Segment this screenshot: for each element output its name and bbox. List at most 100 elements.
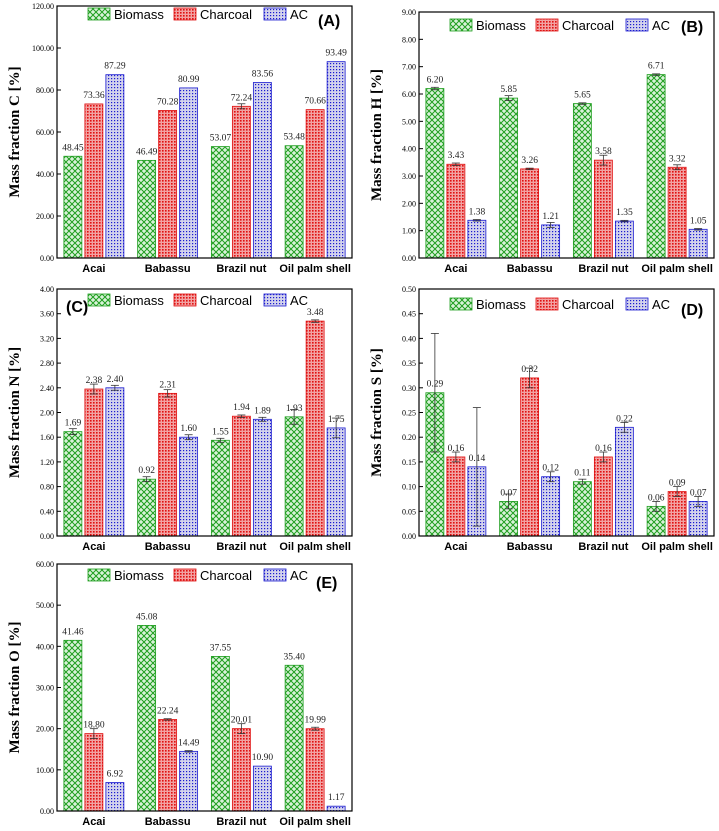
- bar-charcoal-babassu: [158, 110, 178, 259]
- data-label: 1.55: [212, 427, 229, 437]
- y-tick-label: 40.00: [36, 170, 54, 179]
- bar-biomass-brazil-nut: [572, 481, 592, 537]
- y-tick-label: 0.50: [402, 285, 416, 294]
- data-label: 0.09: [669, 479, 686, 489]
- y-tick-label: 3.00: [402, 172, 416, 181]
- legend-swatch-biomass: [449, 18, 473, 32]
- legend-swatch-biomass: [87, 293, 111, 307]
- x-category-label: Acai: [444, 263, 467, 275]
- legend-swatch-charcoal: [173, 568, 197, 582]
- y-tick-label: 1.60: [40, 433, 54, 442]
- x-category-label: Babassu: [507, 541, 553, 553]
- legend-label-biomass: Biomass: [114, 568, 164, 583]
- y-tick-label: 2.00: [40, 409, 54, 418]
- bar-ac-babassu: [541, 224, 561, 259]
- x-category-label: Oil palm shell: [279, 263, 351, 275]
- data-label: 0.29: [427, 380, 444, 390]
- data-label: 18.80: [83, 721, 105, 731]
- data-label: 0.07: [690, 488, 707, 498]
- bar-charcoal-babassu: [158, 719, 178, 812]
- bar-charcoal-oil-palm-shell: [305, 320, 325, 537]
- panel-title: (D): [681, 302, 703, 319]
- bar-biomass-brazil-nut: [210, 656, 230, 812]
- legend-label-biomass: Biomass: [476, 18, 526, 33]
- y-tick-label: 0.80: [40, 483, 54, 492]
- x-category-label: Brazil nut: [578, 263, 628, 275]
- y-tick-label: 1.00: [402, 227, 416, 236]
- bar-biomass-babassu: [499, 97, 519, 259]
- data-label: 0.16: [448, 444, 465, 454]
- y-tick-label: 4.00: [402, 145, 416, 154]
- data-label: 2.31: [159, 380, 176, 390]
- data-label: 80.99: [178, 75, 200, 85]
- y-tick-label: 10.00: [36, 766, 54, 775]
- legend-swatch-ac: [263, 293, 287, 307]
- data-label: 70.66: [304, 97, 326, 107]
- y-tick-label: 3.60: [40, 310, 54, 319]
- data-label: 0.32: [521, 365, 538, 375]
- data-label: 73.36: [83, 91, 105, 101]
- x-category-label: Oil palm shell: [279, 816, 351, 828]
- legend-label-charcoal: Charcoal: [562, 18, 614, 33]
- y-tick-label: 7.00: [402, 63, 416, 72]
- x-category-label: Acai: [82, 263, 105, 275]
- bar-ac-brazil-nut: [252, 418, 272, 537]
- data-label: 1.69: [65, 419, 82, 429]
- x-category-label: Babassu: [145, 816, 191, 828]
- y-tick-label: 0.00: [40, 532, 54, 541]
- bar-charcoal-oil-palm-shell: [305, 109, 325, 259]
- bar-ac-oil-palm-shell: [688, 228, 708, 259]
- bar-biomass-brazil-nut: [210, 439, 230, 537]
- bar-charcoal-brazil-nut: [231, 105, 251, 259]
- data-label: 1.05: [690, 216, 707, 226]
- data-label: 0.22: [616, 414, 633, 424]
- y-axis-label: Mass fraction S [%]: [369, 348, 385, 477]
- y-tick-label: 60.00: [36, 128, 54, 137]
- bar-biomass-brazil-nut: [572, 103, 592, 259]
- y-tick-label: 6.00: [402, 90, 416, 99]
- bar-biomass-babassu: [137, 478, 157, 537]
- y-tick-label: 40.00: [36, 642, 54, 651]
- legend-swatch-biomass: [87, 568, 111, 582]
- legend-label-charcoal: Charcoal: [562, 297, 614, 312]
- data-label: 1.60: [180, 424, 197, 434]
- legend-label-biomass: Biomass: [114, 293, 164, 308]
- data-label: 6.92: [107, 770, 124, 780]
- legend-swatch-biomass: [449, 297, 473, 311]
- data-label: 3.58: [595, 147, 612, 157]
- legend-label-charcoal: Charcoal: [200, 293, 252, 308]
- data-label: 2.38: [86, 376, 103, 386]
- bar-biomass-oil-palm-shell: [284, 416, 304, 537]
- bar-ac-acai: [467, 219, 487, 259]
- data-label: 19.99: [304, 716, 326, 726]
- bar-charcoal-acai: [84, 733, 104, 812]
- data-label: 3.48: [307, 308, 324, 318]
- legend-label-ac: AC: [652, 297, 670, 312]
- legend-swatch-charcoal: [173, 7, 197, 21]
- bar-charcoal-brazil-nut: [231, 415, 251, 537]
- data-label: 53.07: [210, 134, 232, 144]
- bar-ac-oil-palm-shell: [326, 427, 346, 537]
- bar-ac-babassu: [179, 436, 199, 537]
- legend: Biomass Charcoal AC: [87, 293, 308, 308]
- data-label: 0.11: [574, 469, 591, 479]
- bar-ac-babassu: [541, 476, 561, 537]
- legend-label-charcoal: Charcoal: [200, 7, 252, 22]
- legend-swatch-ac: [625, 18, 649, 32]
- bar-charcoal-acai: [84, 388, 104, 537]
- bar-charcoal-babassu: [520, 168, 540, 259]
- data-label: 1.35: [616, 208, 633, 218]
- panel-title: (E): [316, 575, 337, 592]
- data-label: 0.14: [469, 454, 486, 464]
- bar-ac-brazil-nut: [252, 765, 272, 812]
- data-label: 1.89: [254, 406, 271, 416]
- legend-label-ac: AC: [290, 293, 308, 308]
- x-category-label: Babassu: [145, 263, 191, 275]
- bar-biomass-brazil-nut: [210, 146, 230, 259]
- data-label: 1.21: [542, 212, 559, 222]
- y-tick-label: 120.00: [32, 2, 54, 11]
- data-label: 48.45: [62, 143, 84, 153]
- plot-frame: [418, 11, 715, 259]
- chart-panel-3: 0.00 0.40 0.80 1.20 1.60 2.00 2.40 2.80 3.20 3.60…: [7, 285, 353, 553]
